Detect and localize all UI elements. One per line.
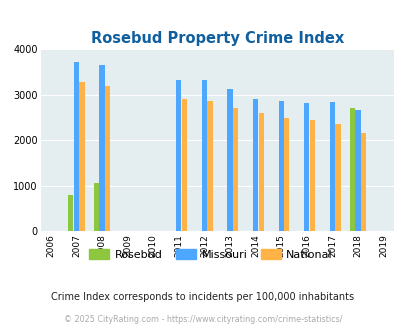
Text: Crime Index corresponds to incidents per 100,000 inhabitants: Crime Index corresponds to incidents per… [51, 292, 354, 302]
Bar [303, 103, 309, 231]
Bar [278, 101, 283, 231]
Bar [201, 80, 207, 231]
Bar [349, 109, 354, 231]
Bar [227, 89, 232, 231]
Bar [232, 108, 238, 231]
Bar [258, 114, 263, 231]
Bar [360, 133, 365, 231]
Bar [329, 102, 334, 231]
Bar [252, 98, 258, 231]
Bar [68, 195, 73, 231]
Bar [335, 124, 340, 231]
Bar [94, 183, 99, 231]
Bar [354, 110, 360, 231]
Bar [176, 80, 181, 231]
Text: © 2025 CityRating.com - https://www.cityrating.com/crime-statistics/: © 2025 CityRating.com - https://www.city… [64, 315, 341, 324]
Title: Rosebud Property Crime Index: Rosebud Property Crime Index [90, 31, 343, 46]
Bar [79, 82, 85, 231]
Bar [74, 62, 79, 231]
Bar [181, 98, 187, 231]
Bar [105, 86, 110, 231]
Bar [309, 120, 314, 231]
Bar [284, 118, 289, 231]
Bar [207, 101, 212, 231]
Legend: Rosebud, Missouri, National: Rosebud, Missouri, National [85, 245, 337, 264]
Bar [99, 65, 104, 231]
